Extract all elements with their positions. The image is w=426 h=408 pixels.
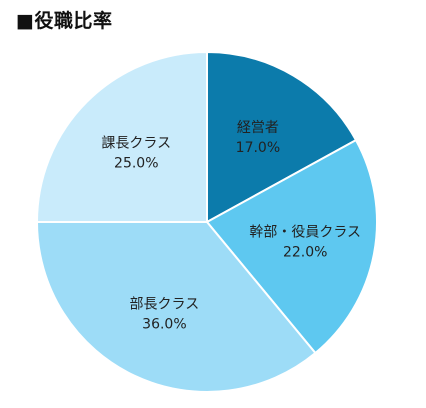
pie-slice — [205, 138, 378, 355]
slice-value-label: 25.0% — [114, 155, 158, 171]
slice-value-label: 36.0% — [142, 317, 186, 333]
slice-category-label: 経営者 — [237, 120, 279, 136]
chart-title: ■役職比率 — [16, 10, 113, 32]
pie-slice — [206, 50, 358, 224]
slice-value-label: 22.0% — [283, 245, 327, 261]
slice-category-label: 幹部・役員クラス — [249, 224, 361, 241]
pie-slice — [35, 221, 317, 394]
slice-category-label: 部長クラス — [130, 297, 200, 313]
slice-value-label: 17.0% — [236, 140, 280, 156]
slice-category-label: 課長クラス — [101, 135, 171, 151]
pie-slice — [35, 50, 208, 223]
